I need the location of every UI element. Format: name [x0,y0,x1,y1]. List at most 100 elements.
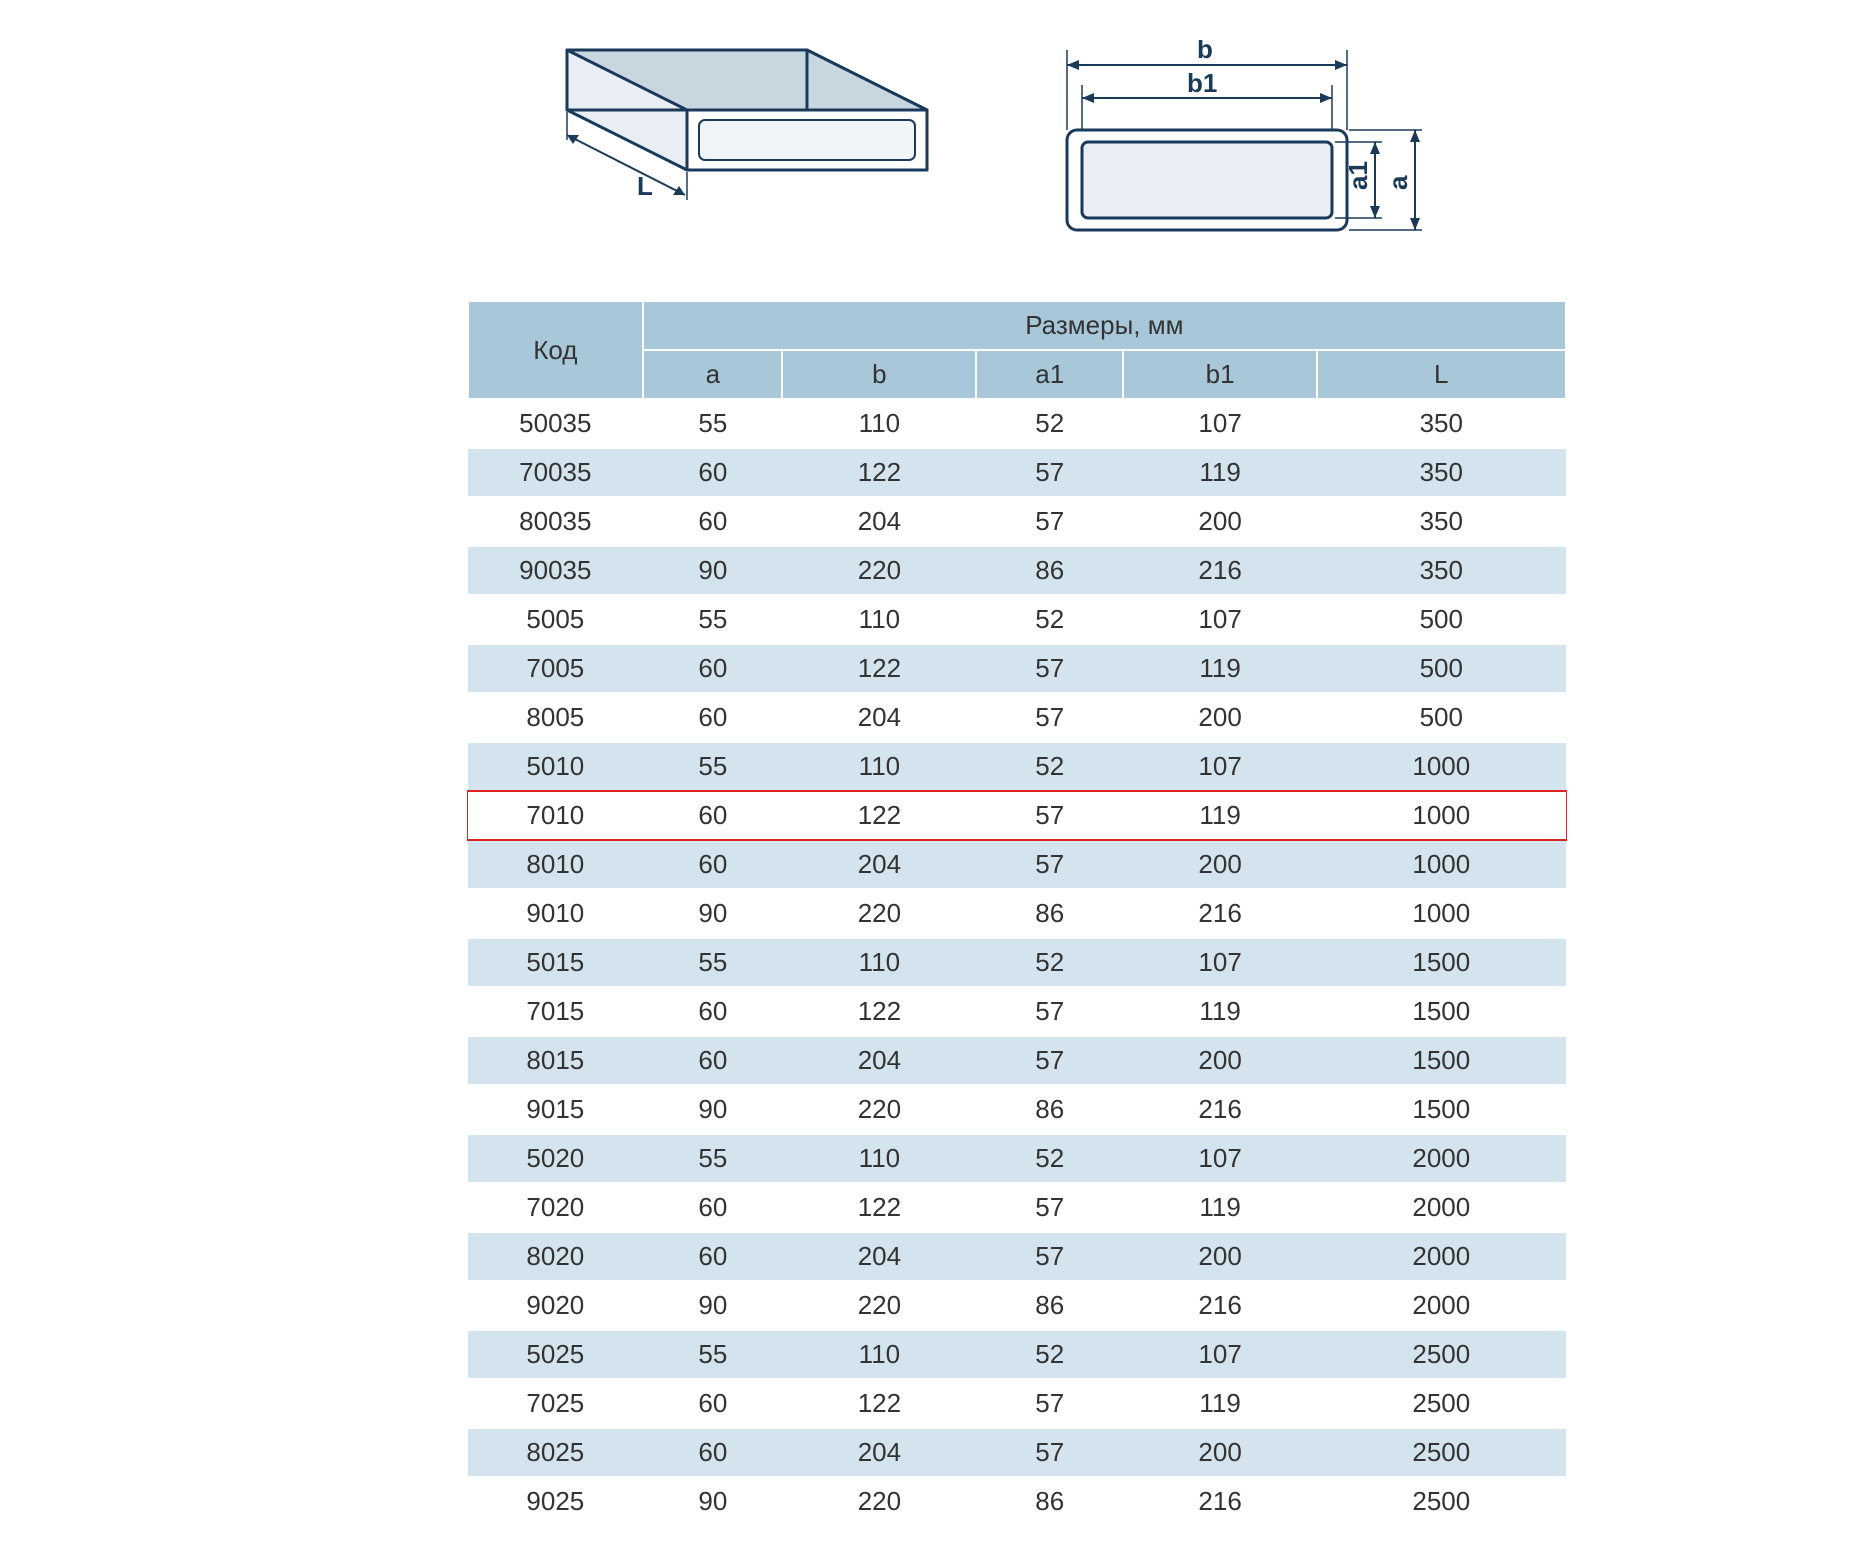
label-b: b [1197,40,1213,64]
cell-b: 220 [782,889,976,938]
cell-b1: 200 [1123,497,1317,546]
cell-b1: 200 [1123,693,1317,742]
cell-a1: 52 [976,1134,1123,1183]
cell-b1: 119 [1123,791,1317,840]
cell-L: 500 [1317,595,1565,644]
dimensions-table: Код Размеры, мм a b a1 b1 L 500355511052… [467,300,1567,1527]
cell-a: 55 [643,938,782,987]
cell-a: 90 [643,889,782,938]
cell-a: 60 [643,791,782,840]
table-row: 502555110521072500 [468,1330,1566,1379]
table-row: 902090220862162000 [468,1281,1566,1330]
col-b: b [782,350,976,399]
cell-b1: 119 [1123,987,1317,1036]
cell-b: 204 [782,1232,976,1281]
cell-a: 60 [643,497,782,546]
diagram-3d: L [507,40,947,260]
cell-a: 90 [643,1477,782,1526]
cell-L: 1000 [1317,742,1565,791]
cell-L: 1000 [1317,840,1565,889]
cell-L: 1500 [1317,938,1565,987]
cell-b: 204 [782,497,976,546]
cell-code: 9015 [468,1085,644,1134]
table-row: 800356020457200350 [468,497,1566,546]
cell-code: 5010 [468,742,644,791]
cell-b1: 200 [1123,840,1317,889]
cell-b: 110 [782,1134,976,1183]
label-L: L [637,171,653,201]
cell-a1: 57 [976,840,1123,889]
cell-a1: 86 [976,546,1123,595]
table-row: 802060204572002000 [468,1232,1566,1281]
cell-a: 55 [643,595,782,644]
cell-b1: 216 [1123,1085,1317,1134]
diagram-section: b b1 a1 [1027,40,1447,260]
cell-b1: 200 [1123,1036,1317,1085]
cell-code: 9010 [468,889,644,938]
cell-L: 2000 [1317,1183,1565,1232]
cell-code: 50035 [468,399,644,448]
cell-a1: 52 [976,1330,1123,1379]
cell-a: 60 [643,1183,782,1232]
cell-a1: 57 [976,644,1123,693]
cell-a: 60 [643,693,782,742]
cell-b: 110 [782,1330,976,1379]
cell-L: 2500 [1317,1379,1565,1428]
table-row: 501055110521071000 [468,742,1566,791]
table-row: 802560204572002500 [468,1428,1566,1477]
table-row: 70056012257119500 [468,644,1566,693]
cell-a: 60 [643,840,782,889]
cell-b: 204 [782,693,976,742]
cell-L: 2000 [1317,1232,1565,1281]
cell-a: 90 [643,1281,782,1330]
cell-a: 60 [643,1428,782,1477]
table-row: 500355511052107350 [468,399,1566,448]
cell-code: 8015 [468,1036,644,1085]
cell-L: 2500 [1317,1428,1565,1477]
col-dims: Размеры, мм [643,301,1565,350]
cell-L: 2500 [1317,1477,1565,1526]
cell-a: 90 [643,546,782,595]
label-b1: b1 [1187,68,1217,98]
cell-L: 1000 [1317,791,1565,840]
cell-b1: 107 [1123,595,1317,644]
cell-code: 80035 [468,497,644,546]
cell-code: 5005 [468,595,644,644]
cell-a1: 86 [976,1085,1123,1134]
cell-code: 8025 [468,1428,644,1477]
cell-b1: 107 [1123,938,1317,987]
cell-L: 500 [1317,693,1565,742]
cell-b1: 107 [1123,742,1317,791]
cell-b: 122 [782,644,976,693]
col-L: L [1317,350,1565,399]
cell-b: 122 [782,448,976,497]
cell-b1: 107 [1123,1330,1317,1379]
label-a1: a1 [1343,161,1373,190]
col-b1: b1 [1123,350,1317,399]
cell-b: 122 [782,987,976,1036]
cell-a: 60 [643,1036,782,1085]
cell-b1: 200 [1123,1428,1317,1477]
table-row: 702560122571192500 [468,1379,1566,1428]
cell-code: 7010 [468,791,644,840]
cell-code: 90035 [468,546,644,595]
table-row: 701560122571191500 [468,987,1566,1036]
cell-b: 220 [782,1477,976,1526]
table-row: 901090220862161000 [468,889,1566,938]
table-row: 902590220862162500 [468,1477,1566,1526]
col-a1: a1 [976,350,1123,399]
cell-a: 90 [643,1085,782,1134]
table-row: 701060122571191000 [468,791,1566,840]
cell-a: 60 [643,448,782,497]
cell-L: 500 [1317,644,1565,693]
cell-code: 5020 [468,1134,644,1183]
cell-b: 204 [782,1036,976,1085]
cell-code: 5025 [468,1330,644,1379]
cell-code: 8005 [468,693,644,742]
cell-b1: 119 [1123,448,1317,497]
cell-a: 55 [643,1330,782,1379]
cell-code: 5015 [468,938,644,987]
cell-b: 110 [782,399,976,448]
cell-a: 55 [643,1134,782,1183]
cell-a: 60 [643,987,782,1036]
